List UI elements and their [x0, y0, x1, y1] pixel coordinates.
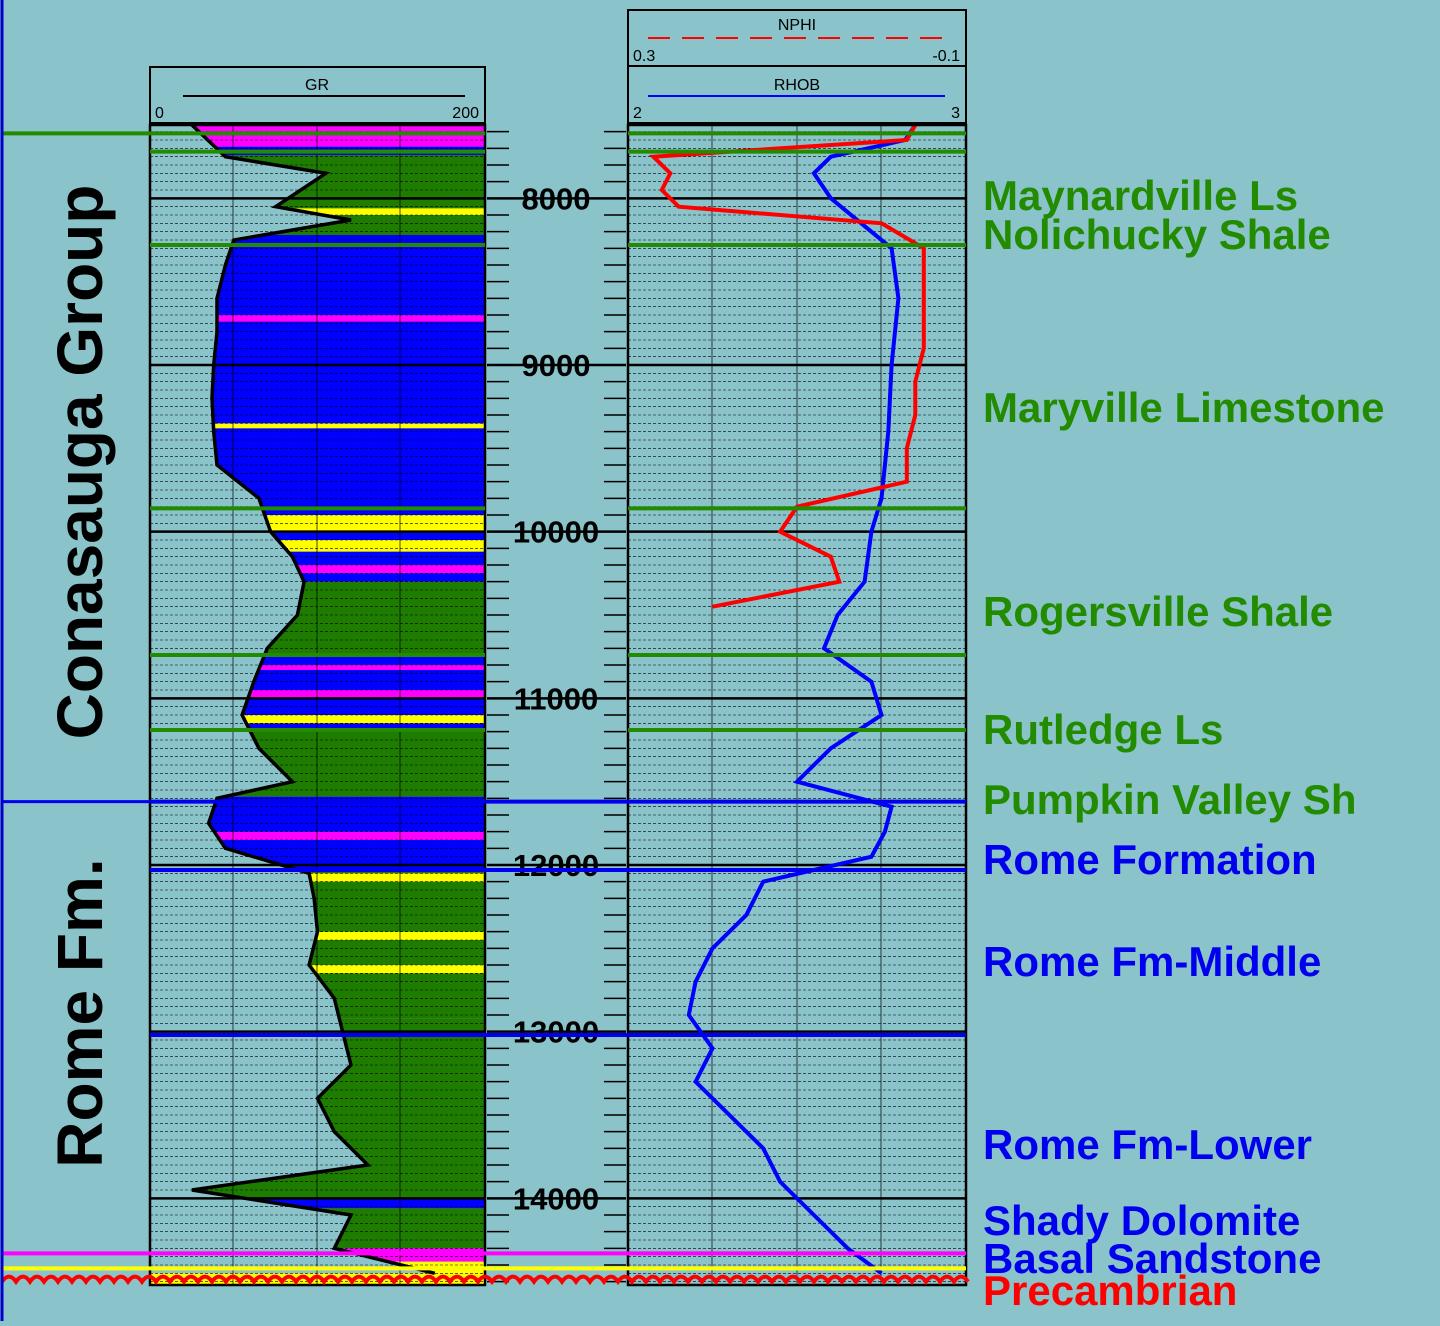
depth-label: 9000 [522, 348, 591, 383]
formation-tops [0, 0, 970, 1321]
depth-label: 10000 [513, 515, 599, 550]
formation-label: Rutledge Ls [983, 706, 1224, 753]
lithology-band [150, 965, 485, 974]
lithology-band [150, 715, 485, 724]
lithology-band [150, 208, 485, 215]
depth-label: 13000 [513, 1015, 599, 1050]
porosity-track-frame [626, 123, 968, 1287]
nphi-curve-label: NPHI [778, 17, 816, 34]
lithology-band [150, 873, 485, 882]
nphi-curve [648, 124, 926, 609]
formation-label: Rogersville Shale [983, 588, 1334, 635]
lithology-band [150, 540, 485, 552]
nphi-scale-min: 0.3 [633, 48, 655, 65]
gr-scale-min: 0 [155, 105, 164, 122]
formation-label: Pumpkin Valley Sh [983, 776, 1357, 823]
gr-curve-label: GR [305, 77, 329, 94]
formation-label: Maynardville Ls [983, 172, 1299, 219]
gr-scale-max: 200 [452, 105, 479, 122]
group-label-conasauga: Conasauga Group [44, 184, 116, 740]
gr-track-frame [148, 123, 487, 1287]
depth-label: 14000 [513, 1181, 599, 1216]
lithology-band [150, 831, 485, 840]
formation-label: Basal Sandstone [983, 1235, 1322, 1282]
formation-label: Rome Fm-Lower [983, 1121, 1313, 1168]
depth-label: 11000 [514, 681, 599, 716]
formation-label: Rome Fm-Middle [983, 938, 1322, 985]
depth-track: 8000 9000 10000 11000 12000 13000 14000 [487, 130, 626, 1283]
rhob-scale-min: 2 [633, 105, 642, 122]
rhob-scale-max: 3 [951, 105, 960, 122]
lithology-band [150, 423, 485, 429]
group-label-rome: Rome Fm. [44, 858, 116, 1168]
lithology-band [150, 690, 485, 699]
gr-curve [190, 123, 436, 1275]
formation-label: Rome Formation [983, 836, 1317, 883]
rhob-curve-label: RHOB [774, 77, 820, 94]
lithology-band [150, 315, 485, 322]
depth-label: 12000 [513, 848, 599, 883]
formation-label: Maryville Limestone [983, 384, 1385, 431]
formation-label: Nolichucky Shale [983, 211, 1331, 258]
lithology-band [150, 665, 485, 670]
lithology-band [150, 565, 485, 574]
formation-label: Precambrian [983, 1267, 1238, 1314]
nphi-scale-max: -0.1 [932, 48, 960, 65]
gr-background-fill [150, 125, 435, 1274]
unconformity-line [0, 1274, 970, 1286]
lithology-band [150, 1198, 485, 1209]
depth-label: 8000 [522, 181, 591, 216]
rhob-curve [686, 123, 917, 1275]
lithology-band [150, 125, 485, 147]
formation-label: Shady Dolomite [983, 1197, 1301, 1244]
gr-track [148, 123, 487, 1287]
porosity-track [626, 123, 968, 1287]
gr-header-box [149, 66, 486, 124]
